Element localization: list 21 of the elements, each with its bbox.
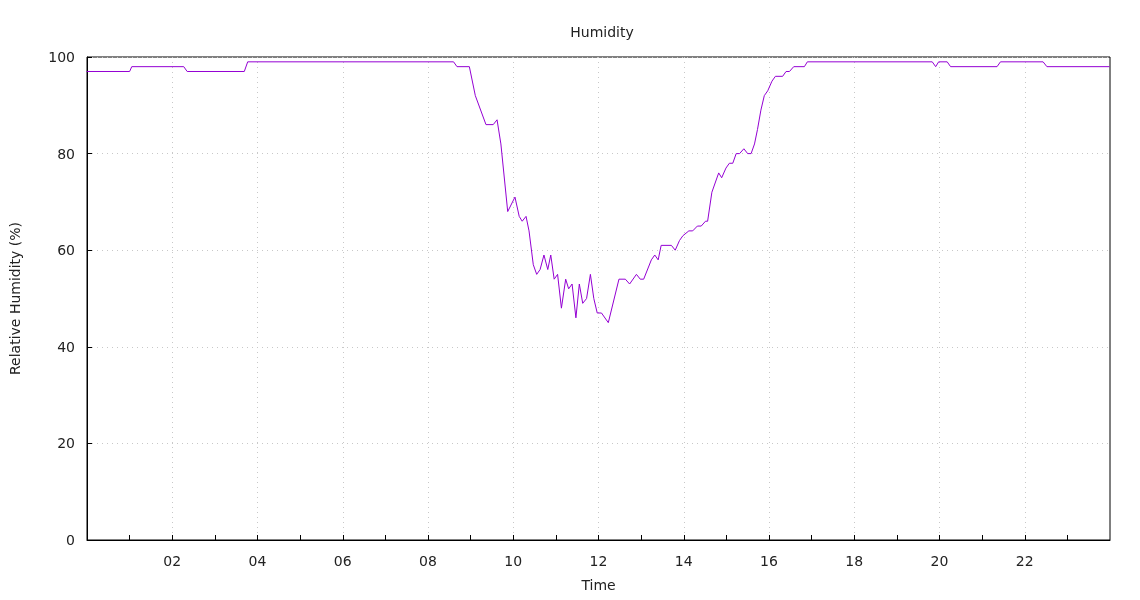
y-tick-label: 0 <box>66 532 75 548</box>
y-tick-label: 60 <box>57 242 75 259</box>
x-tick-label: 04 <box>248 553 267 569</box>
x-tick-label: 02 <box>163 553 182 569</box>
y-axis-title: Relative Humidity (%) <box>7 221 23 376</box>
x-tick-label: 14 <box>674 553 693 569</box>
x-tick-label: 20 <box>930 553 949 569</box>
y-tick-label: 20 <box>57 435 75 452</box>
line-series <box>86 61 1110 324</box>
x-tick-label: 08 <box>419 553 437 569</box>
x-axis-title: Time <box>580 577 616 593</box>
x-tick-label: 06 <box>333 553 352 569</box>
y-tick-label: 80 <box>57 145 75 162</box>
chart-title: Humidity <box>570 24 634 40</box>
x-tick-label: 18 <box>845 553 864 569</box>
y-tick-label: 40 <box>57 338 75 355</box>
y-tick-label: 100 <box>48 49 75 65</box>
x-tick-label: 12 <box>589 553 608 569</box>
x-tick-label: 16 <box>760 553 778 569</box>
x-tick-label: 10 <box>504 553 523 569</box>
x-tick-label: 22 <box>1015 553 1034 569</box>
